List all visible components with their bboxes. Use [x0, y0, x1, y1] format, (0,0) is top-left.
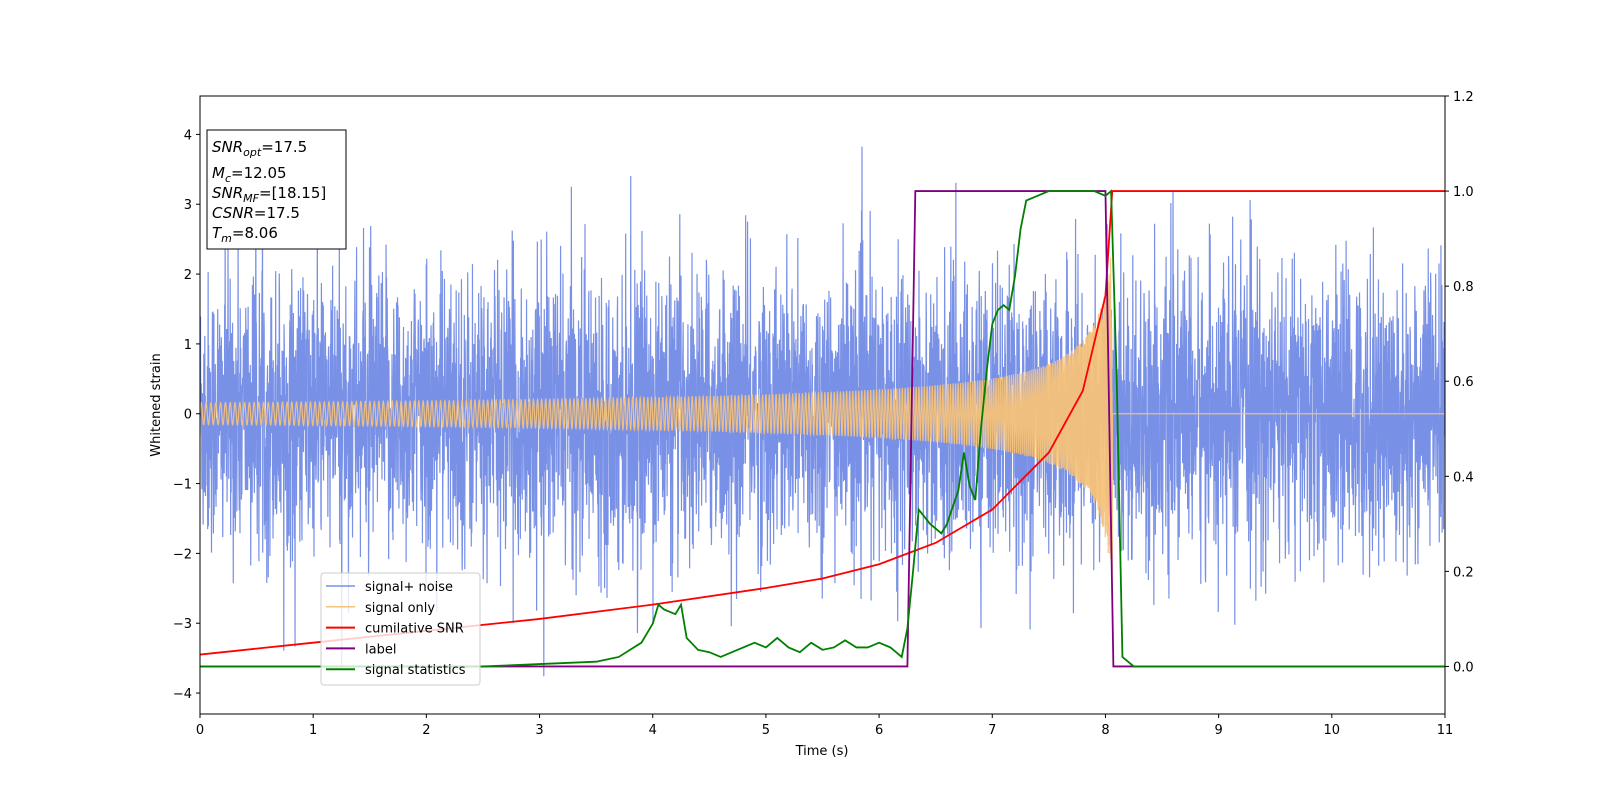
legend-item-signal-noise-label: signal+ noise: [365, 580, 453, 595]
annotation-line: Mc=12.05: [212, 164, 287, 185]
x-tick-label: 10: [1324, 723, 1341, 738]
annotation-line: SNRopt=17.5: [212, 138, 307, 159]
x-tick-label: 11: [1437, 723, 1454, 738]
y-axis-right: 0.0 0.2 0.4 0.6 0.8 1.0 1.2: [1445, 90, 1474, 675]
series-signal-statistics-line: [200, 189, 1445, 668]
y-left-tick-label: 2: [184, 268, 192, 283]
annotation-line: SNRMF=[18.15]: [212, 184, 326, 205]
y-right-tick-label: 0.0: [1453, 660, 1474, 675]
legend-item-signal-only-label: signal only: [365, 601, 435, 616]
x-tick-label: 2: [422, 723, 430, 738]
legend-item-signal-statistics-label: signal statistics: [365, 663, 466, 678]
y-left-tick-label: 1: [184, 338, 192, 353]
x-tick-label: 9: [1214, 723, 1222, 738]
series-signal-noise-line: [200, 146, 1445, 677]
legend-frame: [320, 572, 481, 686]
y-right-tick-label: 0.4: [1453, 470, 1474, 485]
x-tick-label: 6: [875, 723, 883, 738]
plot-area: [200, 146, 1445, 677]
y-right-tick-label: 0.6: [1453, 375, 1474, 390]
axes-frame: [199, 95, 1446, 715]
x-tick-label: 5: [762, 723, 770, 738]
y-axis-label: Whitened strain: [149, 353, 164, 456]
y-right-tick-label: 1.0: [1453, 185, 1474, 200]
y-left-tick-label: −2: [173, 547, 192, 562]
x-axis-label: Time (s): [795, 744, 849, 759]
series-signal-only-line: [200, 258, 1445, 581]
y-axis-left: −4 −3 −2 −1 0 1 2 3 4: [173, 128, 200, 702]
y-left-tick-label: −1: [173, 478, 192, 493]
y-left-tick-label: −4: [173, 687, 192, 702]
x-tick-label: 0: [196, 723, 204, 738]
y-left-tick-label: 0: [184, 408, 192, 423]
x-tick-label: 7: [988, 723, 996, 738]
x-tick-label: 1: [309, 723, 317, 738]
y-right-tick-label: 0.2: [1453, 565, 1474, 580]
legend-item-label-label: label: [365, 642, 396, 657]
y-left-tick-label: −3: [173, 617, 192, 632]
y-right-tick-label: 1.2: [1453, 90, 1474, 105]
annotation-line: Tm=8.06: [212, 224, 278, 245]
y-left-tick-label: 4: [184, 128, 192, 143]
x-tick-label: 3: [535, 723, 543, 738]
x-axis: 0 1 2 3 4 5 6 7 8 9 10 11: [196, 714, 1453, 738]
x-tick-label: 4: [649, 723, 657, 738]
series-cumulative-snr-line: [200, 190, 1445, 656]
x-tick-label: 8: [1101, 723, 1109, 738]
legend: signal+ noise signal only cumilative SNR la…: [320, 572, 481, 686]
annotation-line: CSNR=17.5: [212, 204, 300, 222]
annotation-frame: [206, 129, 347, 250]
annotation-box: SNRopt=17.5 Mc=12.05SNRMF=[18.15]CSNR=17.…: [206, 129, 347, 250]
y-right-tick-label: 0.8: [1453, 280, 1474, 295]
legend-item-cumulative-snr-label: cumilative SNR: [365, 622, 464, 637]
y-left-tick-label: 3: [184, 198, 192, 213]
